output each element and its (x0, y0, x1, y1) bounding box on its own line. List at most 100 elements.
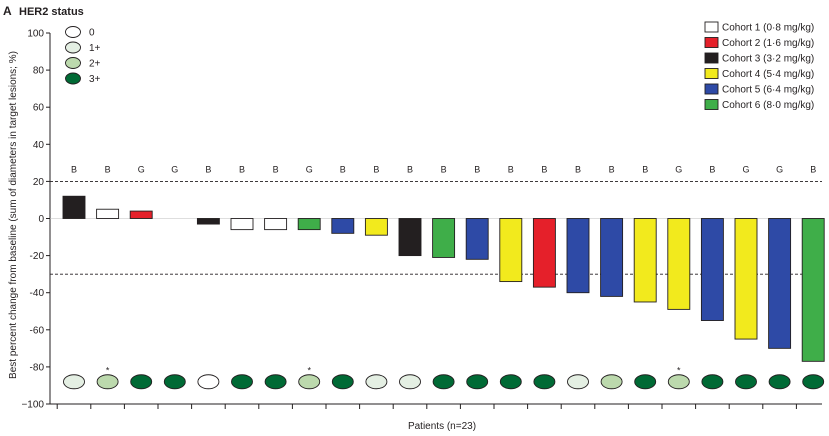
her2-marker (365, 374, 388, 390)
cohort-legend-swatch (704, 68, 719, 79)
y-tick-label: 0 (38, 214, 44, 225)
bar (801, 218, 825, 362)
x-axis-label: Patients (n=23) (408, 421, 476, 432)
her2-legend-label: 2+ (89, 59, 101, 70)
cohort-legend-swatch (704, 37, 719, 48)
cohort-legend-label: Cohort 1 (0·8 mg/kg) (722, 23, 814, 34)
y-tick-label: −100 (21, 400, 44, 411)
y-tick-label: 40 (33, 140, 45, 151)
patient-letter: G (138, 164, 145, 174)
y-axis-label: Best percent change from baseline (sum o… (8, 51, 19, 379)
her2-marker (600, 374, 623, 390)
patient-letter: B (441, 164, 447, 174)
her2-legend-label: 3+ (89, 74, 101, 85)
reference-lines (50, 180, 822, 275)
bar (264, 218, 288, 231)
cohort-legend-label: Cohort 2 (1·6 mg/kg) (722, 38, 814, 49)
her2-row: * * * (63, 366, 825, 390)
y-tick-label: 100 (27, 29, 44, 40)
bar (331, 218, 355, 234)
her2-legend-label: 0 (89, 28, 95, 39)
patient-letter: B (709, 164, 715, 174)
her2-marker (735, 374, 757, 390)
cohort-legend-swatch (704, 99, 719, 110)
her2-marker (533, 374, 556, 390)
her2-marker (197, 374, 220, 390)
patient-letter: B (205, 164, 211, 174)
her2-marker (499, 374, 522, 390)
her2-marker (130, 374, 153, 390)
patient-letter: B (105, 164, 111, 174)
y-tick-label: 60 (33, 103, 45, 114)
patient-letter: G (306, 164, 313, 174)
cohort-legend-swatch (704, 83, 719, 95)
bar (129, 210, 153, 219)
her2-marker (63, 374, 85, 390)
her2-marker (667, 374, 690, 390)
y-tick-label: 80 (33, 66, 45, 77)
bar (465, 218, 489, 260)
patient-letter: B (474, 164, 480, 174)
cohort-legend-label: Cohort 5 (6·4 mg/kg) (722, 85, 814, 96)
her2-legend-swatch (65, 57, 81, 69)
patient-letter: B (609, 164, 615, 174)
her2-legend-swatch (65, 72, 81, 85)
patient-letter: B (541, 164, 547, 174)
star-marker: * (106, 366, 110, 376)
patient-letter: B (575, 164, 581, 174)
cohort-legend-swatch (704, 52, 719, 64)
her2-legend-label: 1+ (89, 43, 101, 54)
her2-marker (466, 374, 489, 390)
patient-letter: G (675, 164, 682, 174)
her2-marker (802, 374, 825, 390)
patient-letter: B (642, 164, 648, 174)
her2-legend: 0 1+ 2+ 3+ (65, 26, 101, 85)
bar (532, 218, 556, 288)
bar (96, 208, 120, 219)
patient-letter: B (340, 164, 346, 174)
her2-marker (399, 374, 421, 390)
her2-marker (298, 374, 321, 390)
panel-label: A (3, 4, 12, 18)
bar (600, 218, 624, 297)
star-marker: * (677, 366, 681, 376)
her2-legend-title: HER2 status (19, 6, 84, 18)
her2-marker (96, 374, 119, 390)
patient-letter: G (776, 164, 783, 174)
bar (398, 218, 422, 257)
star-marker: * (307, 366, 311, 376)
bar (768, 218, 792, 349)
bar (566, 218, 590, 294)
patient-letter: B (373, 164, 379, 174)
y-tick-label: -20 (30, 251, 45, 262)
cohort-legend-swatch (704, 21, 719, 33)
her2-marker (768, 374, 791, 390)
bar (499, 218, 523, 283)
patient-letter: G (171, 164, 178, 174)
her2-legend-swatch (65, 41, 81, 54)
patient-letter: B (239, 164, 245, 174)
cohort-legend: Cohort 1 (0·8 mg/kg) Cohort 2 (1·6 mg/kg)… (704, 21, 814, 111)
y-tick-label: -80 (30, 362, 45, 373)
y-tick-label: -40 (30, 288, 45, 299)
cohort-legend-label: Cohort 3 (3·2 mg/kg) (722, 54, 814, 65)
her2-marker (567, 374, 589, 390)
bar (297, 218, 321, 231)
bar (364, 218, 388, 236)
bar (667, 218, 691, 310)
bar (700, 218, 724, 321)
bar (230, 218, 254, 231)
axes: 100 80 60 40 20 0 -20 -40 -60 -80 −100 (21, 29, 822, 411)
patient-letter: B (810, 164, 816, 174)
her2-marker (701, 374, 724, 390)
bar (633, 218, 657, 303)
her2-marker (331, 374, 354, 390)
y-tick-label: 20 (33, 177, 45, 188)
her2-marker (163, 374, 186, 390)
bar (432, 218, 456, 258)
patient-letter: B (71, 164, 77, 174)
bar (734, 218, 758, 340)
her2-marker (231, 374, 253, 390)
